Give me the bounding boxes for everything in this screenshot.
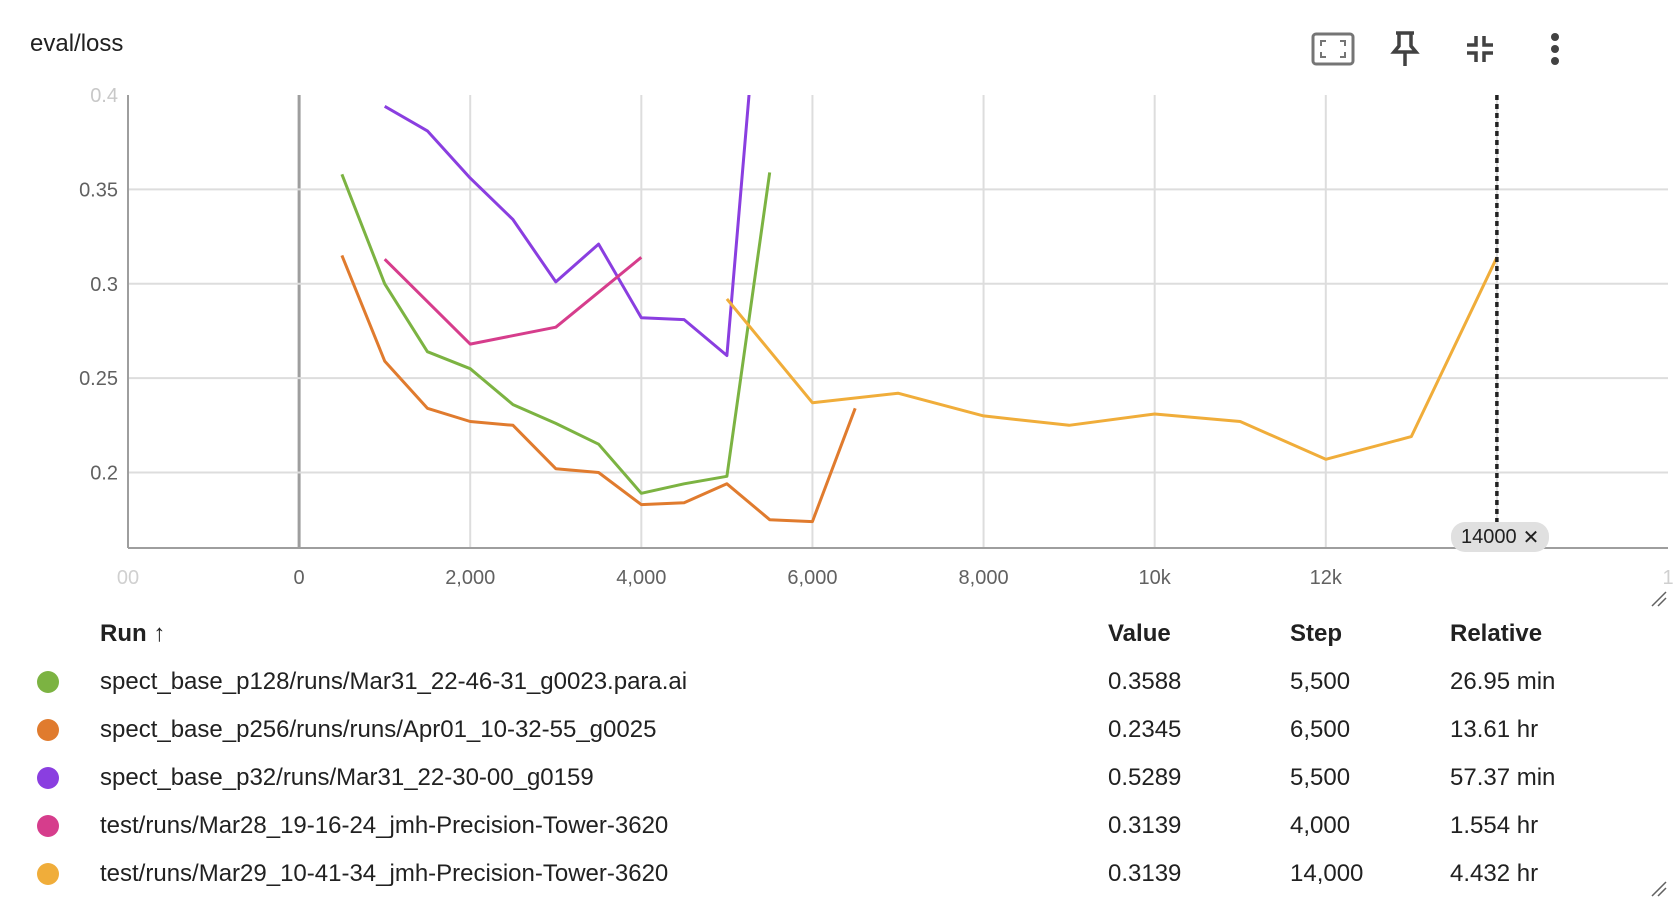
series-line[interactable] — [725, 256, 1499, 461]
run-name: spect_base_p32/runs/Mar31_22-30-00_g0159 — [100, 764, 594, 791]
y-tick-label: 0.25 — [79, 368, 118, 390]
x-tick-label: 0 — [294, 567, 305, 589]
table-row[interactable]: spect_base_p128/runs/Mar31_22-46-31_g002… — [0, 658, 1680, 706]
run-name: test/runs/Mar29_10-41-34_jmh-Precision-T… — [100, 860, 669, 887]
run-value: 0.3588 — [1108, 668, 1182, 695]
cursor-step-badge[interactable]: 14000 ✕ — [1451, 522, 1550, 552]
collapse-button[interactable] — [1455, 24, 1505, 74]
run-value: 0.2345 — [1108, 716, 1182, 743]
run-relative: 26.95 min — [1450, 668, 1556, 695]
x-tick-label: 2,000 — [445, 567, 495, 589]
fit-domain-icon — [1311, 32, 1355, 66]
series-line[interactable] — [340, 254, 857, 524]
run-color-dot — [37, 767, 59, 789]
y-tick-label: 0.3 — [90, 274, 118, 296]
chart-resize-handle[interactable] — [1648, 588, 1668, 608]
table-resize-handle[interactable] — [1648, 878, 1668, 898]
x-tick-label: 6,000 — [787, 567, 837, 589]
more-options-button[interactable] — [1530, 24, 1580, 74]
table-header: Run ↑ Value Step Relative — [0, 610, 1680, 658]
run-step: 5,500 — [1290, 764, 1351, 791]
chart-svg[interactable]: 00 0 2,000 4,000 6,000 8,000 10k 12k 10.40.350.3… — [0, 80, 1680, 600]
x-tick-label: 10k — [1139, 567, 1172, 589]
x-tick-label: 00 — [117, 567, 139, 589]
table-row[interactable]: test/runs/Mar29_10-41-34_jmh-Precision-T… — [0, 850, 1680, 898]
table-row[interactable]: spect_base_p256/runs/runs/Apr01_10-32-55… — [0, 706, 1680, 754]
run-value: 0.3139 — [1108, 860, 1182, 887]
run-step: 5,500 — [1290, 668, 1351, 695]
run-color-dot — [37, 863, 59, 885]
x-tick-label: 1 — [1662, 567, 1673, 589]
line-chart[interactable]: 00 0 2,000 4,000 6,000 8,000 10k 12k 1 0.4 0.35 0.3… — [0, 80, 1680, 600]
header-run[interactable]: Run ↑ — [100, 620, 166, 647]
run-color-dot — [37, 671, 59, 693]
series-line[interactable] — [383, 256, 643, 346]
series-line[interactable] — [383, 80, 770, 357]
card-title: eval/loss — [30, 30, 124, 57]
run-name: spect_base_p128/runs/Mar31_22-46-31_g002… — [100, 668, 688, 695]
collapse-icon — [1467, 36, 1493, 62]
run-value: 0.5289 — [1108, 764, 1182, 791]
header-step[interactable]: Step — [1290, 620, 1343, 647]
resize-icon — [1651, 881, 1667, 897]
header-relative[interactable]: Relative — [1450, 620, 1543, 647]
table-row[interactable]: test/runs/Mar28_19-16-24_jmh-Precision-T… — [0, 802, 1680, 850]
run-relative: 57.37 min — [1450, 764, 1556, 791]
y-tick-label: 0.2 — [90, 463, 118, 485]
run-step: 6,500 — [1290, 716, 1351, 743]
run-name: spect_base_p256/runs/runs/Apr01_10-32-55… — [100, 716, 657, 743]
series-group — [340, 80, 1499, 524]
close-icon[interactable]: ✕ — [1522, 526, 1540, 549]
x-tick-label: 4,000 — [616, 567, 666, 589]
run-color-dot — [37, 719, 59, 741]
y-tick-label: 0.35 — [79, 179, 118, 201]
run-step: 14,000 — [1290, 860, 1364, 887]
more-vert-icon — [1551, 33, 1559, 65]
fit-domain-button[interactable] — [1308, 24, 1358, 74]
resize-icon — [1651, 591, 1667, 607]
table-row[interactable]: spect_base_p32/runs/Mar31_22-30-00_g0159… — [0, 754, 1680, 802]
cursor-step-label: 14000 — [1461, 525, 1517, 548]
run-relative: 13.61 hr — [1450, 716, 1539, 743]
run-name: test/runs/Mar28_19-16-24_jmh-Precision-T… — [100, 812, 669, 839]
runs-table: Run ↑ Value Step Relative spect_base_p12… — [0, 610, 1680, 898]
pin-icon — [1390, 31, 1420, 66]
x-tick-label: 12k — [1310, 567, 1343, 589]
x-tick-label: 8,000 — [959, 567, 1009, 589]
run-step: 4,000 — [1290, 812, 1351, 839]
y-tick-label: 0.4 — [90, 85, 118, 107]
run-value: 0.3139 — [1108, 812, 1182, 839]
run-relative: 1.554 hr — [1450, 812, 1539, 839]
run-relative: 4.432 hr — [1450, 860, 1539, 887]
pin-button[interactable] — [1380, 24, 1430, 74]
series-line[interactable] — [340, 172, 772, 495]
run-color-dot — [37, 815, 59, 837]
header-value[interactable]: Value — [1108, 620, 1171, 647]
